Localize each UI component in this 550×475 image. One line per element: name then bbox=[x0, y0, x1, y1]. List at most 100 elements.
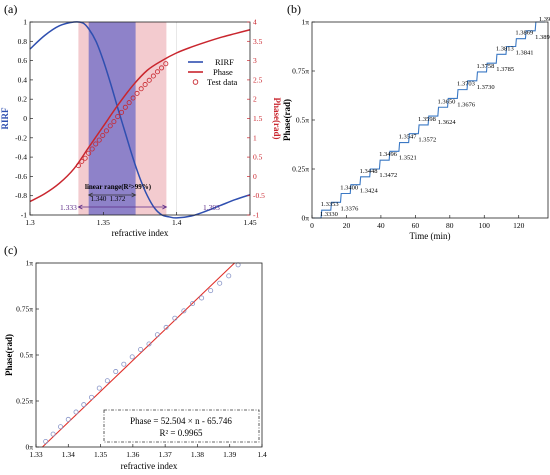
c-data-point bbox=[121, 361, 127, 367]
c-data-point bbox=[146, 341, 152, 347]
c-data-point bbox=[96, 385, 102, 391]
panel-b-label: (b) bbox=[287, 2, 301, 16]
c-data-point bbox=[138, 346, 144, 352]
a-legend-label-phase: Phase bbox=[213, 67, 233, 77]
c-data-point bbox=[163, 324, 169, 330]
c-y-tick-label: 1π bbox=[25, 259, 33, 268]
a-yl-tick-label: -0.8 bbox=[15, 191, 27, 200]
a-yr-tick-label: 2 bbox=[253, 95, 257, 104]
a-test-point bbox=[134, 90, 140, 96]
a-yr-tick-label: 3.5 bbox=[253, 37, 263, 46]
c-fit-equation: Phase = 52.504 × n - 65.746 bbox=[130, 416, 232, 426]
a-annotations: linear range(R²>99%) 1.340 1.372 1.333 1… bbox=[60, 183, 220, 212]
a-test-point bbox=[111, 119, 117, 125]
c-x-tick-label: 1.4 bbox=[257, 450, 267, 459]
b-step-label: 1.3448 bbox=[360, 168, 378, 175]
a-test-point bbox=[75, 163, 81, 169]
a-legend-swatch-test bbox=[192, 79, 199, 85]
c-data-point bbox=[199, 295, 205, 301]
c-y-axis-label: Phase(rad) bbox=[4, 334, 14, 376]
c-equation-frame bbox=[103, 409, 260, 443]
b-y-axis-label: Phase(rad) bbox=[282, 99, 292, 141]
c-x-tick-label: 1.35 bbox=[94, 450, 107, 459]
b-x-tick-label: 20 bbox=[343, 221, 351, 230]
b-x-tick-label: 40 bbox=[377, 221, 385, 230]
b-step-label: 1.3624 bbox=[438, 119, 457, 126]
a-x-axis-label: refractive index bbox=[112, 228, 169, 238]
a-yl-tick-label: 0.4 bbox=[18, 75, 28, 84]
c-data-point bbox=[43, 438, 49, 444]
a-inner-arrowhead-left bbox=[87, 192, 93, 198]
a-test-point bbox=[115, 114, 121, 120]
a-test-point bbox=[79, 158, 85, 164]
a-yl-tick-label: 0.2 bbox=[18, 95, 28, 104]
b-step-label: 1.3521 bbox=[399, 154, 417, 161]
a-yl-tick-label: -0.4 bbox=[15, 153, 27, 162]
c-x-axis-label: refractive index bbox=[121, 461, 178, 471]
b-step-label: 1.3598 bbox=[418, 116, 436, 123]
c-data-point bbox=[208, 288, 214, 294]
a-yl-tick-label: -1 bbox=[21, 211, 27, 220]
a-test-point bbox=[159, 65, 165, 71]
panel-a: (a) 1.3 1.35 1.4 1.45-1-0.8-0.6-0.4-0.200.2… bbox=[0, 2, 282, 238]
b-step-label: 1.3785 bbox=[496, 66, 514, 73]
a-yl-tick-label: 0 bbox=[23, 114, 27, 123]
a-test-point bbox=[122, 104, 128, 110]
c-ticks: 1.33 1.34 1.35 1.36 1.37 1.38 1.39 1.4 0π 0.25π 0.… bbox=[16, 259, 267, 460]
a-ticks: 1.3 1.35 1.4 1.45-1-0.8-0.6-0.4-0.200.20.40… bbox=[15, 18, 265, 228]
a-inner-right-value: 1.372 bbox=[110, 195, 126, 203]
a-legend-label-rirf: RIRF bbox=[215, 57, 234, 67]
b-x-tick-label: 80 bbox=[446, 221, 454, 230]
a-legend-label-test: Test data bbox=[207, 77, 238, 87]
c-x-tick-label: 1.39 bbox=[223, 450, 236, 459]
b-step-label: 1.3758 bbox=[476, 63, 494, 70]
a-outer-arrowhead-right bbox=[162, 204, 168, 210]
c-r-squared: R² = 0.9965 bbox=[159, 428, 203, 438]
b-step-label: 1.3353 bbox=[321, 201, 339, 208]
b-x-tick-label: 60 bbox=[412, 221, 420, 230]
a-range-arrows bbox=[77, 192, 168, 210]
c-y-tick-label: 0.5π bbox=[20, 351, 33, 360]
b-y-tick-label: 0π bbox=[301, 214, 309, 223]
a-test-point bbox=[96, 137, 102, 143]
c-series bbox=[42, 262, 241, 448]
c-data-point bbox=[89, 394, 95, 400]
a-outer-arrowhead-left bbox=[77, 204, 83, 210]
b-step-label: 1.3841 bbox=[516, 50, 534, 57]
a-x-tick-label: 1.3 bbox=[25, 218, 35, 227]
c-data-point bbox=[217, 280, 223, 286]
c-fit-line bbox=[42, 262, 235, 448]
c-data-point bbox=[65, 416, 71, 422]
a-test-point bbox=[142, 82, 148, 88]
a-test-point bbox=[150, 73, 156, 79]
a-test-point bbox=[154, 69, 160, 75]
a-x-tick-label: 1.35 bbox=[97, 218, 110, 227]
a-test-point bbox=[89, 146, 95, 152]
b-step-label: 1.3703 bbox=[457, 81, 475, 88]
a-test-point bbox=[130, 95, 136, 101]
a-yr-tick-label: -0.5 bbox=[253, 191, 265, 200]
a-yr-tick-label: 3 bbox=[253, 56, 257, 65]
b-step-label: 1.3496 bbox=[379, 151, 398, 158]
a-right-axis-label: Phase(rad) bbox=[272, 98, 282, 140]
b-step-label: 1.3897 bbox=[535, 34, 550, 41]
a-outer-right-value: 1.393 bbox=[203, 203, 220, 212]
a-yr-tick-label: 0.5 bbox=[253, 153, 263, 162]
c-data-point bbox=[129, 354, 135, 360]
a-yr-tick-label: 0 bbox=[253, 172, 257, 181]
c-data-point bbox=[154, 332, 160, 338]
b-x-tick-label: 100 bbox=[479, 221, 491, 230]
a-yl-tick-label: -0.2 bbox=[15, 133, 27, 142]
a-linear-range-label: linear range(R²>99%) bbox=[85, 183, 152, 191]
b-y-tick-label: 1π bbox=[301, 18, 309, 27]
c-equation-box: Phase = 52.504 × n - 65.746 R² = 0.9965 bbox=[103, 409, 260, 443]
a-inner-left-value: 1.340 bbox=[91, 195, 107, 203]
c-y-tick-label: 0π bbox=[25, 443, 33, 452]
c-data-point bbox=[190, 300, 196, 306]
c-data-point bbox=[104, 378, 110, 384]
b-step-label: 1.3330 bbox=[320, 211, 338, 218]
a-legend: RIRF Phase Test data bbox=[188, 57, 238, 87]
b-y-tick-label: 0.75π bbox=[292, 67, 309, 76]
a-yr-tick-label: 1.5 bbox=[253, 114, 263, 123]
